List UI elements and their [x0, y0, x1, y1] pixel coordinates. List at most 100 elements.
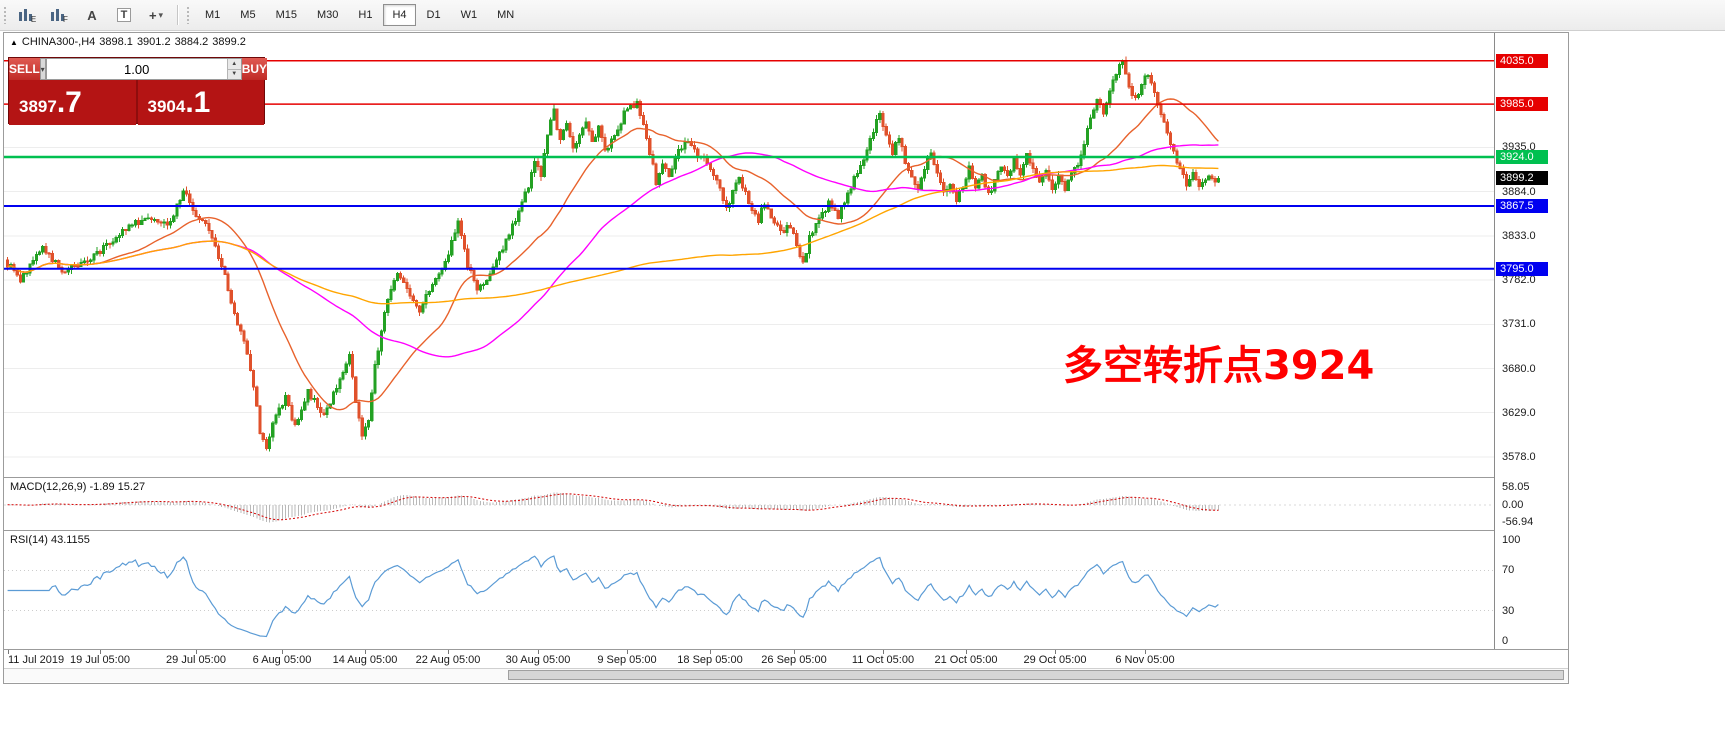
axis-tick-label: 0 — [1502, 634, 1509, 647]
time-axis-border — [4, 649, 1568, 650]
pane-splitter-rsi[interactable] — [4, 530, 1568, 531]
toolbar-drag-handle[interactable] — [3, 6, 8, 24]
time-axis-label: 6 Aug 05:00 — [252, 654, 312, 666]
timeframe-button-m30[interactable]: M30 — [316, 9, 339, 21]
rsi-line — [7, 555, 1219, 638]
moving-average-72 — [7, 144, 1219, 358]
toolbar-tools: E F A T + ▾ — [12, 4, 172, 26]
time-axis-label: 19 Jul 05:00 — [70, 654, 130, 666]
crosshair-tool-icon[interactable]: + ▾ — [148, 7, 164, 23]
time-axis-label: 29 Jul 05:00 — [166, 654, 226, 666]
close-value: 3899.2 — [212, 36, 246, 48]
time-axis-tick — [1145, 650, 1146, 654]
time-axis-label: 11 Oct 05:00 — [851, 654, 915, 666]
buy-button[interactable]: BUY — [241, 58, 268, 80]
axis-tick-label: 3578.0 — [1502, 450, 1536, 463]
axis-tick-label: 0.00 — [1502, 498, 1524, 511]
time-axis-label: 22 Aug 05:00 — [415, 654, 481, 666]
volume-spinner: ▲ ▼ — [226, 59, 241, 79]
timeframe-button-mn[interactable]: MN — [497, 9, 515, 21]
bar-chart-icon[interactable]: F — [45, 4, 75, 26]
toolbar-separator — [177, 5, 178, 25]
main-chart-plot[interactable] — [4, 33, 1494, 476]
timeframe-button-d1[interactable]: D1 — [426, 9, 441, 21]
current-price-badge: 3899.2 — [1496, 171, 1548, 186]
timeframe-button-h1[interactable]: H1 — [358, 9, 373, 21]
trade-panel-top-row: SELL ▾ ▲ ▼ BUY — [9, 58, 268, 80]
time-axis-tick — [196, 650, 197, 654]
moving-average-170 — [7, 164, 1219, 305]
price-level-badge: 3867.5 — [1496, 198, 1548, 213]
time-axis-label: 11 Jul 2019 — [8, 654, 65, 666]
scrollbar-thumb[interactable] — [508, 670, 1564, 680]
high-value: 3901.2 — [136, 36, 171, 48]
timeframe-toolbar-drag-handle[interactable] — [186, 6, 191, 24]
candlestick-chart-icon[interactable]: E — [13, 4, 43, 26]
moving-average-28 — [7, 98, 1219, 411]
price-level-badge: 3924.0 — [1496, 149, 1548, 164]
axis-tick-label: 3833.0 — [1502, 229, 1536, 242]
time-axis-tick — [448, 650, 449, 654]
time-axis-tick — [627, 650, 628, 654]
price-level-badge: 4035.0 — [1496, 53, 1548, 68]
font-tool-icon[interactable]: A — [87, 7, 97, 23]
open-value: 3898.1 — [99, 36, 133, 48]
timeframe-button-m5[interactable]: M5 — [240, 9, 256, 21]
sell-price-big-digit: .7 — [56, 86, 82, 119]
low-value: 3884.2 — [174, 36, 209, 48]
time-axis-label: 30 Aug 05:00 — [505, 654, 571, 666]
time-axis-label: 21 Oct 05:00 — [934, 654, 998, 666]
time-axis-tick — [365, 650, 366, 654]
axis-tick-label: 3884.0 — [1502, 185, 1536, 198]
buy-price-main: 3904 — [147, 97, 186, 116]
chart-annotation-text[interactable]: 多空转折点3924 — [1063, 343, 1375, 389]
chart-window: ▲ CHINA300-,H4 3898.1 3901.2 3884.2 3899.2 SE… — [3, 32, 1569, 684]
macd-plot[interactable] — [4, 479, 1494, 529]
top-toolbar: E F A T + ▾ M1 M5 M15 M30 H1 H4 D1 W1 MN — [0, 0, 1725, 31]
rsi-label: RSI(14) 43.1155 — [10, 534, 90, 546]
macd-histogram — [10, 492, 1219, 523]
sell-price-main: 3897 — [19, 97, 57, 116]
trade-panel-prices: 3897.7 3904.1 — [9, 80, 264, 125]
time-axis-tick — [282, 650, 283, 654]
time-axis[interactable]: 11 Jul 2019 19 Jul 05:00 29 Jul 05:00 6 Aug… — [4, 650, 1568, 668]
time-axis-tick — [966, 650, 967, 654]
pane-splitter-macd[interactable] — [4, 477, 1568, 478]
time-axis-tick — [100, 650, 101, 654]
macd-values: -1.89 15.27 — [89, 481, 146, 493]
price-axis[interactable]: 3935.0 3884.0 3833.0 3782.0 3731.0 3680.0 3629… — [1494, 33, 1568, 668]
sell-button[interactable]: SELL — [9, 58, 40, 80]
volume-increase-button[interactable]: ▲ — [226, 59, 241, 70]
price-level-badge: 3795.0 — [1496, 261, 1548, 276]
buy-price[interactable]: 3904.1 — [137, 80, 264, 125]
sell-price[interactable]: 3897.7 — [9, 80, 136, 125]
axis-tick-label: 70 — [1502, 564, 1515, 577]
time-axis-tick — [794, 650, 795, 654]
timeframe-button-w1[interactable]: W1 — [460, 9, 478, 21]
axis-tick-label: 100 — [1502, 534, 1521, 547]
time-axis-label: 14 Aug 05:00 — [332, 654, 398, 666]
timeframe-button-h4[interactable]: H4 — [383, 4, 416, 26]
rsi-plot[interactable] — [4, 532, 1494, 649]
price-level-badge: 3985.0 — [1496, 97, 1548, 112]
time-axis-tick — [710, 650, 711, 654]
axis-tick-label: 3731.0 — [1502, 318, 1536, 331]
timeframe-button-m15[interactable]: M15 — [275, 9, 297, 21]
symbol-timeframe-label: CHINA300-,H4 — [21, 36, 96, 48]
axis-tick-label: -56.94 — [1502, 516, 1534, 528]
time-axis-tick — [883, 650, 884, 654]
volume-input[interactable] — [46, 59, 227, 79]
buy-price-big-digit: .1 — [185, 86, 211, 119]
candlesticks-down — [6, 56, 1217, 451]
volume-dropdown-button[interactable]: ▾ — [39, 58, 46, 80]
time-axis-label: 6 Nov 05:00 — [1115, 654, 1175, 666]
volume-decrease-button[interactable]: ▼ — [226, 69, 241, 79]
axis-tick-label: 58.05 — [1502, 481, 1530, 494]
collapse-triangle-icon[interactable]: ▲ — [10, 38, 18, 47]
timeframe-button-m1[interactable]: M1 — [205, 9, 221, 21]
time-axis-label: 29 Oct 05:00 — [1023, 654, 1087, 666]
horizontal-scrollbar — [4, 668, 1568, 682]
text-label-tool-icon[interactable]: T — [109, 4, 139, 26]
volume-input-wrap: ▲ ▼ — [45, 58, 242, 80]
axis-tick-label: 3782.0 — [1502, 274, 1536, 287]
